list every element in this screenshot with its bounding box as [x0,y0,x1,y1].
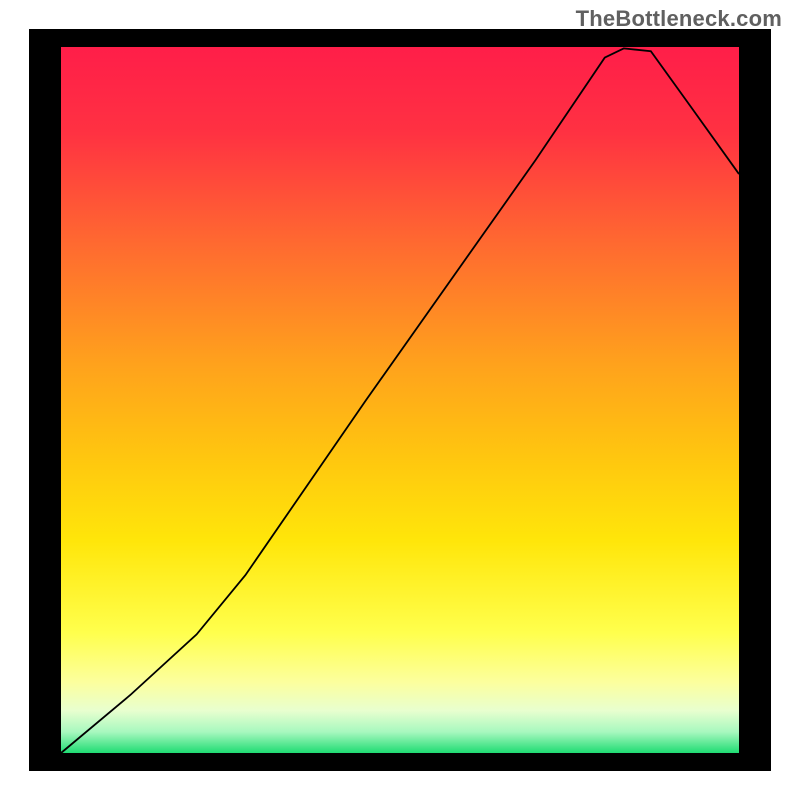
frame-border-left [29,29,61,771]
chart-svg [29,29,771,771]
frame-border-bottom [29,753,771,771]
watermark-text: TheBottleneck.com [576,6,782,32]
chart-background [61,47,739,753]
frame-border-right [739,29,771,771]
chart-frame [29,29,771,771]
